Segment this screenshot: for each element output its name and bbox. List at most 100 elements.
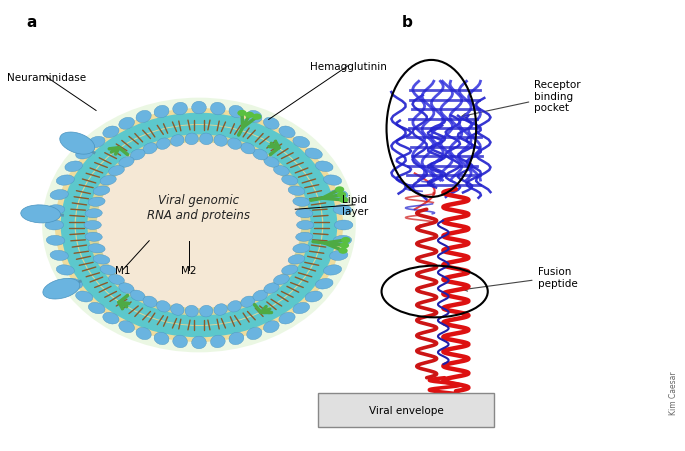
Ellipse shape (210, 103, 225, 115)
Ellipse shape (60, 133, 95, 155)
Ellipse shape (173, 103, 188, 115)
Ellipse shape (75, 125, 323, 326)
Ellipse shape (93, 255, 110, 265)
Ellipse shape (296, 233, 313, 242)
Ellipse shape (97, 143, 301, 308)
Ellipse shape (45, 221, 64, 230)
Ellipse shape (292, 198, 310, 207)
Ellipse shape (329, 190, 348, 200)
Ellipse shape (119, 118, 134, 130)
Ellipse shape (88, 198, 105, 207)
Ellipse shape (47, 205, 65, 215)
Ellipse shape (130, 150, 145, 161)
Ellipse shape (136, 111, 151, 123)
Ellipse shape (227, 301, 241, 313)
Ellipse shape (85, 233, 102, 242)
Ellipse shape (47, 236, 65, 246)
Ellipse shape (247, 111, 262, 123)
Text: Neuraminidase: Neuraminidase (7, 73, 86, 83)
Ellipse shape (288, 255, 305, 265)
Ellipse shape (329, 251, 348, 261)
Ellipse shape (273, 275, 289, 285)
Text: Viral envelope: Viral envelope (369, 405, 444, 415)
Ellipse shape (337, 192, 347, 198)
Ellipse shape (338, 248, 348, 254)
Ellipse shape (323, 265, 342, 276)
Ellipse shape (156, 138, 171, 150)
Ellipse shape (240, 143, 255, 155)
Text: a: a (26, 15, 37, 30)
Ellipse shape (315, 279, 333, 290)
Ellipse shape (279, 127, 295, 138)
Ellipse shape (252, 114, 262, 120)
Ellipse shape (334, 221, 353, 230)
Text: Fusion
peptide: Fusion peptide (463, 267, 577, 291)
Ellipse shape (88, 303, 105, 314)
Text: b: b (401, 15, 412, 30)
Ellipse shape (88, 137, 105, 148)
Ellipse shape (297, 221, 314, 230)
Ellipse shape (85, 209, 102, 218)
Ellipse shape (238, 110, 247, 117)
Text: Receptor
binding
pocket: Receptor binding pocket (462, 80, 581, 118)
Ellipse shape (282, 265, 298, 275)
Ellipse shape (245, 112, 254, 119)
Ellipse shape (264, 321, 279, 333)
Ellipse shape (21, 205, 60, 223)
Ellipse shape (154, 332, 169, 345)
Text: Hemagglutinin: Hemagglutinin (310, 61, 387, 71)
Ellipse shape (315, 161, 333, 172)
Ellipse shape (292, 244, 310, 253)
Ellipse shape (61, 114, 337, 337)
Text: Viral genomic
RNA and proteins: Viral genomic RNA and proteins (147, 193, 251, 221)
Ellipse shape (341, 237, 351, 244)
Ellipse shape (185, 306, 199, 317)
Text: Kim Caesar: Kim Caesar (669, 370, 678, 414)
Text: M1: M1 (115, 265, 130, 275)
Ellipse shape (65, 279, 82, 290)
Ellipse shape (288, 186, 305, 196)
Ellipse shape (192, 336, 206, 349)
Ellipse shape (143, 143, 157, 155)
Ellipse shape (340, 243, 349, 249)
Ellipse shape (229, 332, 244, 345)
Ellipse shape (130, 290, 145, 301)
Ellipse shape (109, 275, 125, 285)
Ellipse shape (335, 187, 345, 193)
Ellipse shape (192, 102, 206, 115)
Ellipse shape (103, 313, 119, 324)
FancyBboxPatch shape (319, 394, 495, 427)
Ellipse shape (154, 106, 169, 119)
Ellipse shape (264, 283, 279, 294)
Ellipse shape (240, 296, 255, 308)
Ellipse shape (282, 176, 298, 186)
Ellipse shape (185, 134, 199, 145)
Ellipse shape (273, 166, 289, 176)
Ellipse shape (136, 328, 151, 340)
Ellipse shape (43, 279, 80, 299)
Ellipse shape (143, 296, 157, 308)
Ellipse shape (339, 197, 349, 203)
Ellipse shape (88, 135, 310, 316)
Ellipse shape (199, 306, 213, 317)
Ellipse shape (42, 98, 356, 353)
Ellipse shape (84, 221, 101, 230)
Ellipse shape (323, 175, 342, 186)
Ellipse shape (253, 150, 268, 161)
Ellipse shape (305, 149, 323, 160)
Ellipse shape (227, 138, 241, 150)
Ellipse shape (50, 190, 68, 200)
Ellipse shape (293, 303, 310, 314)
Ellipse shape (279, 313, 295, 324)
Ellipse shape (55, 109, 343, 342)
Ellipse shape (296, 209, 313, 218)
Ellipse shape (56, 175, 75, 186)
Ellipse shape (56, 265, 75, 276)
Ellipse shape (229, 106, 244, 119)
Ellipse shape (333, 205, 351, 215)
Ellipse shape (109, 166, 125, 176)
Ellipse shape (65, 161, 82, 172)
Ellipse shape (253, 290, 268, 301)
Ellipse shape (50, 251, 68, 261)
Ellipse shape (156, 301, 171, 313)
